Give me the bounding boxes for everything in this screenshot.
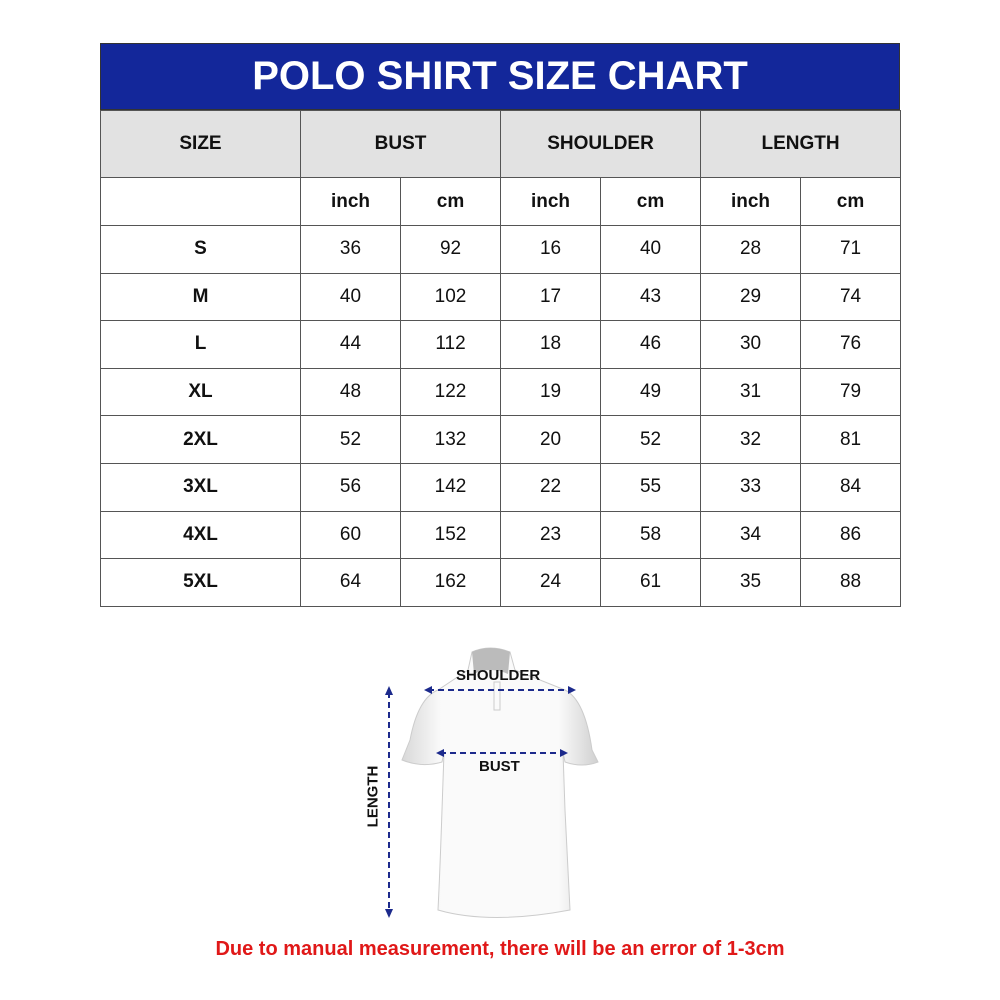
table-row: L 44 112 18 46 30 76	[100, 320, 902, 369]
value-cell: 64	[300, 558, 401, 607]
unit-header: cm	[800, 177, 902, 226]
value-cell: 79	[800, 367, 902, 417]
table-row: 2XL 52 132 20 52 32 81	[100, 415, 902, 464]
value-cell: 23	[500, 510, 602, 560]
value-cell: 43	[600, 272, 702, 322]
value-cell: 71	[800, 225, 902, 274]
value-cell: 132	[399, 415, 502, 464]
value-cell: 81	[800, 415, 902, 464]
value-cell: 88	[800, 558, 902, 607]
size-cell: 2XL	[100, 415, 301, 464]
value-cell: 33	[700, 462, 802, 512]
value-cell: 28	[700, 225, 802, 274]
value-cell: 20	[500, 415, 602, 464]
size-cell: XL	[100, 367, 301, 417]
unit-blank	[100, 177, 301, 226]
size-cell: 5XL	[100, 558, 301, 607]
table-row: 3XL 56 142 22 55 33 84	[100, 462, 902, 512]
value-cell: 48	[300, 367, 401, 417]
value-cell: 102	[399, 272, 502, 322]
header-bust: BUST	[299, 110, 502, 178]
measurement-note: Due to manual measurement, there will be…	[215, 938, 785, 960]
value-cell: 16	[500, 225, 602, 274]
value-cell: 76	[800, 320, 902, 369]
value-cell: 40	[600, 225, 702, 274]
polo-shirt-image	[385, 647, 599, 918]
size-cell: M	[100, 272, 301, 322]
unit-header-row: inch cm inch cm inch cm	[100, 177, 902, 226]
value-cell: 60	[300, 510, 401, 560]
value-cell: 19	[500, 367, 602, 417]
value-cell: 40	[300, 272, 401, 322]
shoulder-label: SHOULDER	[456, 667, 541, 684]
value-cell: 18	[500, 320, 602, 369]
size-cell: S	[100, 225, 301, 274]
table-row: 4XL 60 152 23 58 34 86	[100, 510, 902, 560]
size-cell: L	[100, 320, 301, 369]
shirt-diagram: SHOULDER BUST LENGTH	[360, 640, 620, 935]
value-cell: 17	[500, 272, 602, 322]
value-cell: 31	[700, 367, 802, 417]
value-cell: 30	[700, 320, 802, 369]
header-shoulder: SHOULDER	[500, 110, 702, 178]
value-cell: 58	[600, 510, 702, 560]
table-row: XL 48 122 19 49 31 79	[100, 367, 902, 417]
table-row: M 40 102 17 43 29 74	[100, 272, 902, 322]
value-cell: 22	[500, 462, 602, 512]
unit-header: cm	[600, 177, 702, 226]
value-cell: 35	[700, 558, 802, 607]
unit-header: cm	[399, 177, 502, 226]
header-length: LENGTH	[700, 110, 902, 178]
value-cell: 74	[800, 272, 902, 322]
value-cell: 142	[399, 462, 502, 512]
bust-label: BUST	[479, 758, 520, 775]
value-cell: 46	[600, 320, 702, 369]
chart-title: POLO SHIRT SIZE CHART	[100, 43, 900, 110]
unit-header: inch	[500, 177, 602, 226]
value-cell: 92	[399, 225, 502, 274]
value-cell: 162	[399, 558, 502, 607]
group-header-row: SIZE BUST SHOULDER LENGTH	[100, 110, 902, 178]
unit-header: inch	[300, 177, 401, 226]
value-cell: 52	[600, 415, 702, 464]
value-cell: 52	[300, 415, 401, 464]
header-size: SIZE	[100, 110, 301, 178]
value-cell: 122	[399, 367, 502, 417]
value-cell: 112	[399, 320, 502, 369]
table-row: S 36 92 16 40 28 71	[100, 225, 902, 274]
size-cell: 4XL	[100, 510, 301, 560]
value-cell: 86	[800, 510, 902, 560]
size-cell: 3XL	[100, 462, 301, 512]
value-cell: 49	[600, 367, 702, 417]
value-cell: 55	[600, 462, 702, 512]
value-cell: 44	[300, 320, 401, 369]
value-cell: 24	[500, 558, 602, 607]
value-cell: 29	[700, 272, 802, 322]
length-label: LENGTH	[364, 765, 382, 828]
value-cell: 84	[800, 462, 902, 512]
value-cell: 32	[700, 415, 802, 464]
unit-header: inch	[700, 177, 802, 226]
value-cell: 61	[600, 558, 702, 607]
value-cell: 152	[399, 510, 502, 560]
value-cell: 56	[300, 462, 401, 512]
value-cell: 36	[300, 225, 401, 274]
size-table: SIZE BUST SHOULDER LENGTH inch cm inch cm in…	[100, 110, 902, 607]
value-cell: 34	[700, 510, 802, 560]
table-row: 5XL 64 162 24 61 35 88	[100, 558, 902, 607]
